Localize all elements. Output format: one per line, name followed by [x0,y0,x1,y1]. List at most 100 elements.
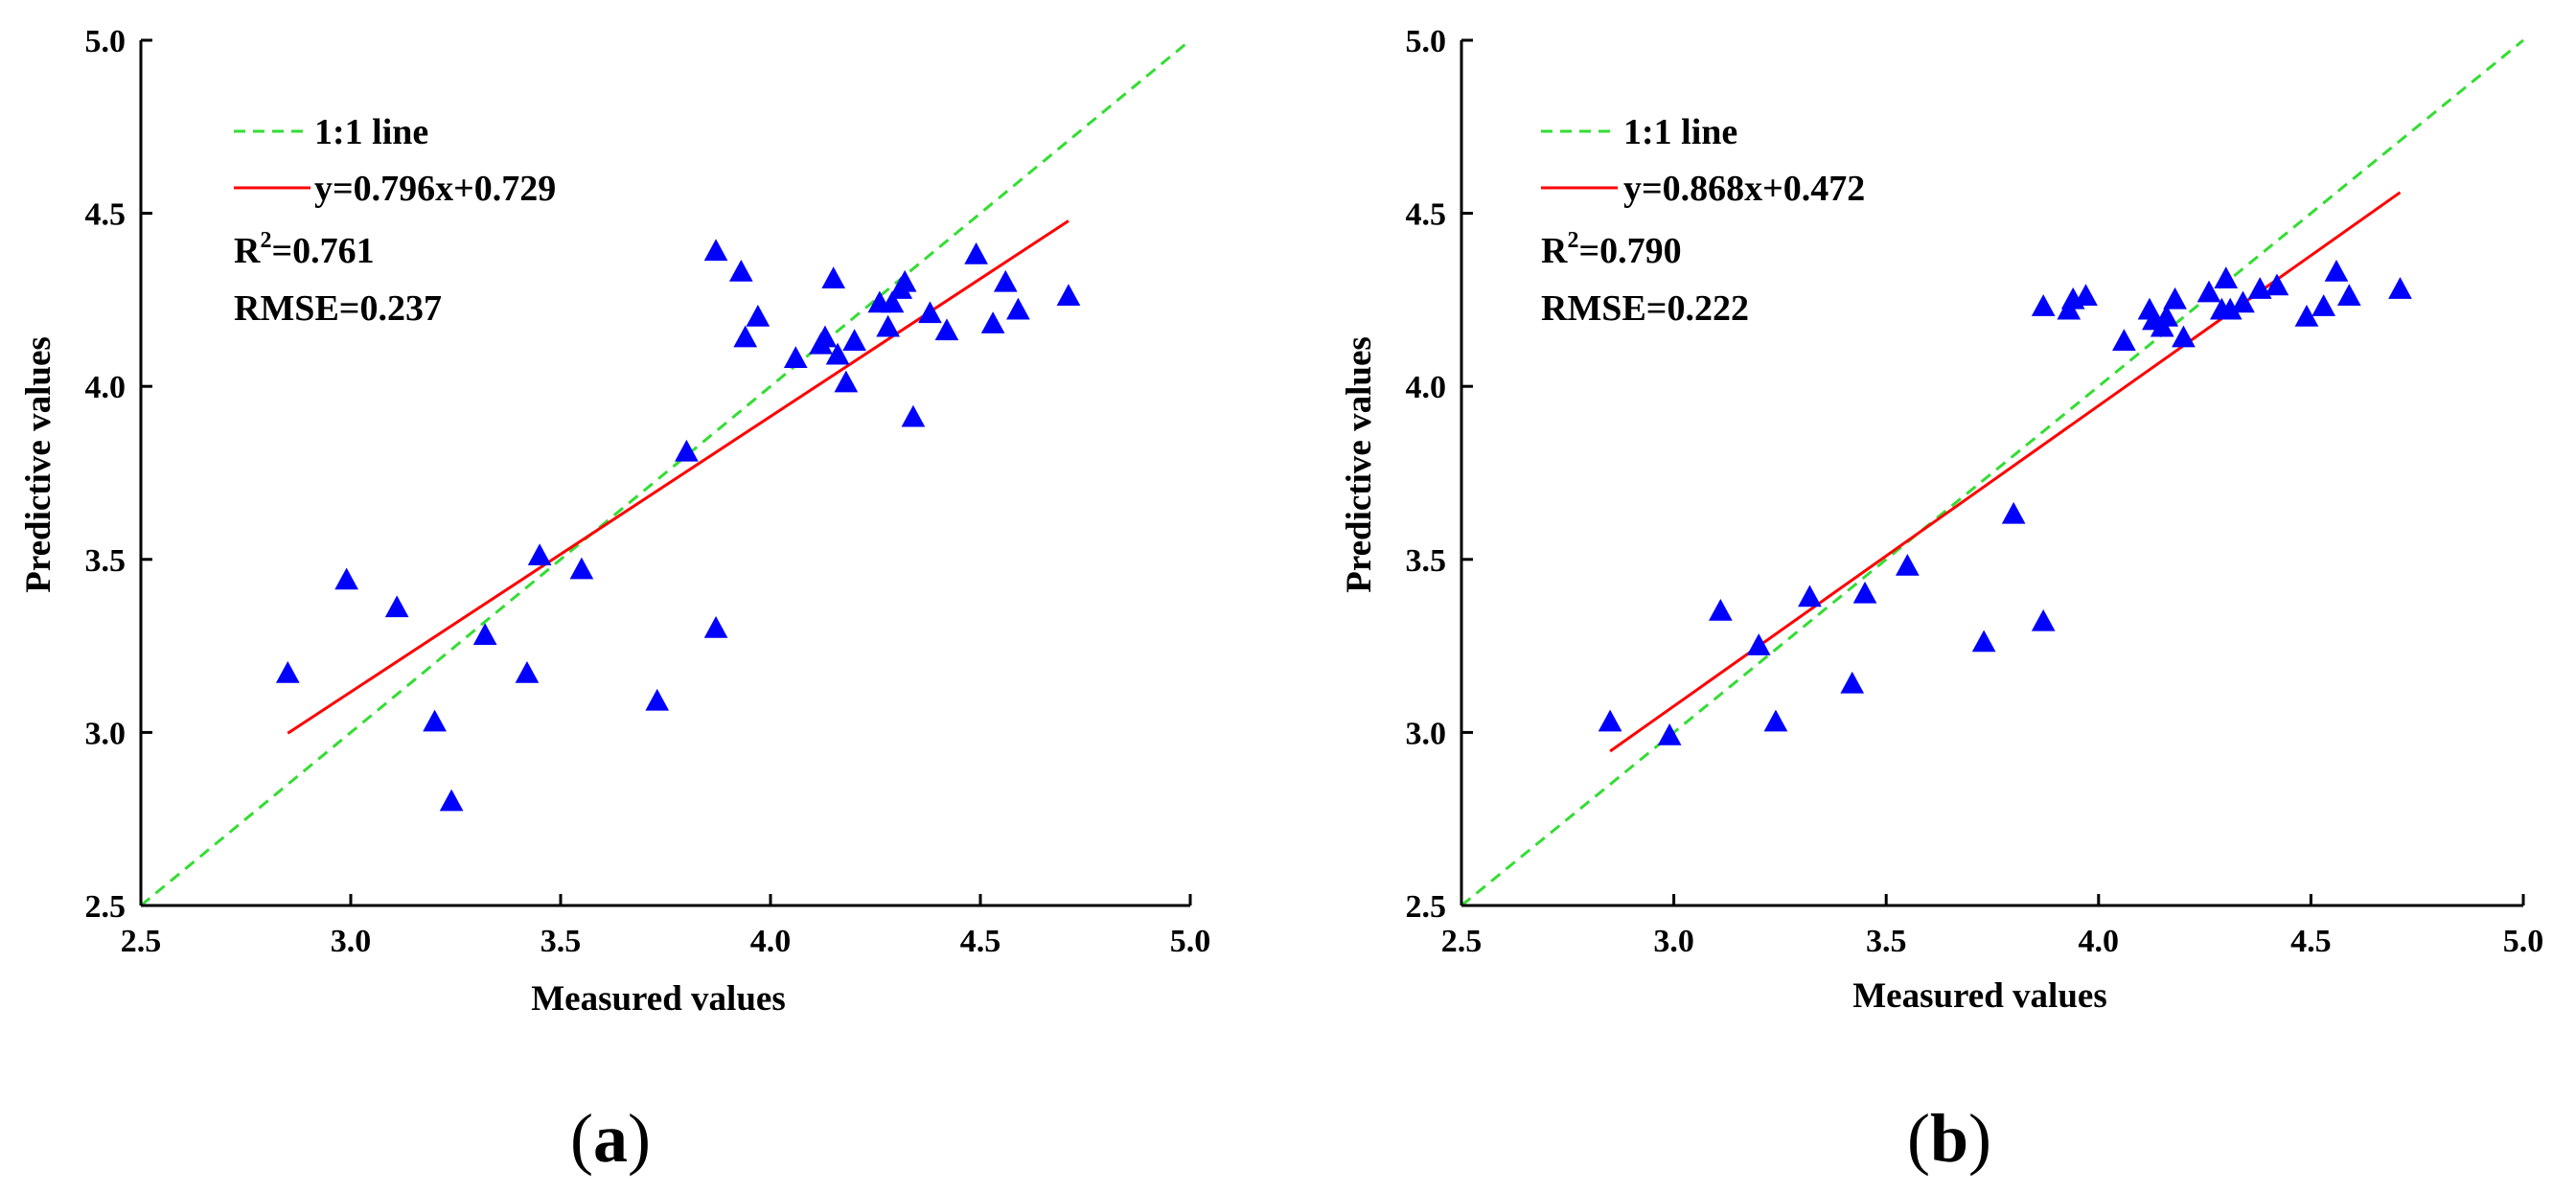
data-point [1709,598,1733,621]
data-point [842,329,866,351]
r-squared-text: R2=0.790 [1541,228,1682,271]
legend-fit-label: y=0.796x+0.729 [314,169,556,209]
data-point [892,269,917,292]
rmse-text: RMSE=0.222 [1541,288,1749,329]
x-tick-label: 2.5 [121,924,162,959]
tick-marks [139,38,1192,907]
x-tick-label: 3.0 [331,924,372,959]
data-point [645,688,670,711]
data-point [1056,284,1081,307]
data-point [2324,260,2349,282]
data-point [2218,297,2242,320]
data-point [825,342,850,365]
legend-identity-label: 1:1 line [1623,112,1737,152]
panel-label-close: ) [628,1100,651,1177]
r-squared-prefix: R [234,231,261,271]
data-point [2336,284,2361,307]
data-point [2214,266,2239,288]
data-points [275,239,1081,812]
x-axis-title: Measured values [1852,976,2107,1016]
y-tick-label: 3.0 [85,716,126,751]
data-point [2196,280,2221,303]
data-point [703,239,728,262]
tick-marks [1460,38,2525,907]
legend-identity-label: 1:1 line [314,112,428,152]
legend: 1:1 line y=0.796x+0.729 [234,112,556,209]
legend-fit-label: y=0.868x+0.472 [1623,169,1865,209]
panel-label-open: ( [570,1100,593,1177]
panel-label-open: ( [1907,1100,1930,1177]
r-squared-prefix: R [1541,231,1568,271]
data-point [423,709,447,732]
axes [139,40,1190,907]
data-point [1006,297,1030,320]
data-point [783,346,808,369]
y-tick-label: 4.0 [1406,370,1447,405]
data-point [876,314,900,337]
identity-line-layer [1460,38,2524,907]
y-tick-labels: 2.5 3.0 3.5 4.0 4.5 5.0 [85,24,126,925]
x-tick-labels: 2.5 3.0 3.5 4.0 4.5 5.0 [1441,924,2544,959]
identity-line-layer [140,38,1191,907]
y-tick-label: 3.5 [85,543,126,579]
data-point [2154,304,2179,327]
x-tick-label: 3.0 [1653,924,1694,959]
data-point [834,370,859,393]
panel-label-letter: b [1930,1100,1968,1177]
data-point [2265,273,2289,296]
data-points [1598,260,2412,745]
y-tick-label: 4.5 [1406,197,1447,233]
data-point [918,301,942,324]
data-point [675,439,699,462]
data-point [1971,630,1996,653]
y-tick-labels: 2.5 3.0 3.5 4.0 4.5 5.0 [1406,24,1447,925]
fit-line [1609,191,2402,753]
x-tick-labels: 2.5 3.0 3.5 4.0 4.5 5.0 [121,924,1211,959]
panel-label: (a) [570,1100,651,1177]
y-tick-label: 3.0 [1406,716,1447,751]
data-point [1763,709,1788,732]
fit-line [287,219,1070,735]
data-point [813,325,838,348]
data-point [439,789,464,812]
fit-line-layer [1609,191,2402,753]
data-point [993,269,1018,292]
data-point [980,311,1005,333]
data-point [2163,287,2187,309]
data-point [964,241,988,264]
identity-line [1460,38,2524,907]
y-axis-title: Predictive values [1340,336,1379,593]
y-tick-label: 2.5 [1406,889,1447,925]
r-squared-text: R2=0.761 [234,228,375,271]
x-tick-label: 4.0 [750,924,792,959]
data-point [515,660,540,683]
data-point [1598,709,1622,732]
x-tick-label: 3.5 [1866,924,1907,959]
data-point [1840,671,1865,694]
data-point [746,304,770,327]
axes [1460,40,2523,907]
x-axis-title: Measured values [531,979,786,1019]
legend: 1:1 line y=0.868x+0.472 [1541,112,1865,209]
data-point [2247,277,2272,299]
data-point [275,660,300,683]
x-tick-label: 5.0 [1170,924,1211,959]
x-tick-label: 3.5 [540,924,582,959]
data-point [2388,277,2412,299]
y-tick-label: 5.0 [85,24,126,59]
data-point [2031,294,2056,316]
data-point [527,543,552,565]
data-point [1657,723,1682,745]
data-point [1798,585,1822,607]
data-point [728,260,753,282]
data-point [880,290,905,313]
x-tick-label: 4.5 [960,924,1001,959]
panel-a: 2.5 3.0 3.5 4.0 4.5 5.0 2.5 3.0 3.5 4.0 4.5 5.0 Me… [19,24,1210,1177]
data-point [703,616,728,638]
x-tick-label: 2.5 [1441,924,1483,959]
r-squared-value: =0.761 [271,231,374,271]
y-tick-label: 4.5 [85,197,126,233]
panel-b: 2.5 3.0 3.5 4.0 4.5 5.0 2.5 3.0 3.5 4.0 4.5 5.0 Me… [1340,24,2543,1177]
panel-label: (b) [1907,1100,1991,1177]
